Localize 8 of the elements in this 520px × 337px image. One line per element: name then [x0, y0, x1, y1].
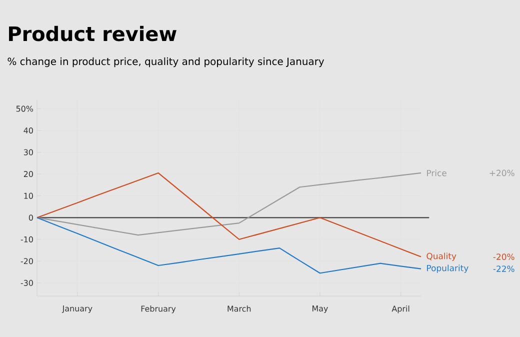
series-label: Quality: [426, 252, 456, 261]
chart-subtitle: % change in product price, quality and popularity since January: [8, 57, 324, 68]
text: -22%: [493, 266, 514, 272]
series-label: Popularity: [427, 264, 468, 273]
text: -20%: [493, 254, 514, 260]
chart-title: Product review: [9, 26, 176, 42]
text: +20%: [490, 170, 514, 176]
series-label: Price: [427, 170, 446, 176]
